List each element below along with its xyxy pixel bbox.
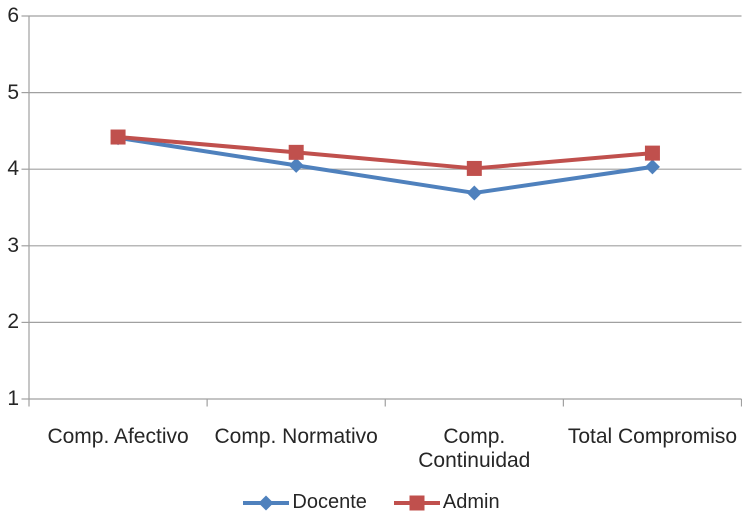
- legend-item-admin: Admin: [393, 491, 500, 514]
- diamond-marker-icon: [288, 157, 304, 173]
- diamond-marker-icon: [258, 495, 274, 510]
- square-marker-icon: [110, 129, 126, 145]
- diamond-marker-icon: [644, 159, 660, 175]
- legend: Docente Admin: [0, 491, 742, 514]
- legend-square-marker-icon: [393, 495, 440, 510]
- series-line-admin: [116, 135, 655, 171]
- series-line-docente: [116, 135, 655, 195]
- legend-diamond-marker-icon: [243, 495, 290, 510]
- diamond-marker-icon: [466, 185, 482, 201]
- square-marker-icon: [288, 144, 304, 160]
- legend-item-docente: Docente: [242, 491, 367, 514]
- square-marker-icon: [466, 160, 482, 176]
- square-marker-icon: [644, 145, 660, 161]
- legend-label: Admin: [442, 491, 500, 513]
- square-marker-icon: [409, 495, 425, 510]
- legend-label: Docente: [292, 491, 367, 513]
